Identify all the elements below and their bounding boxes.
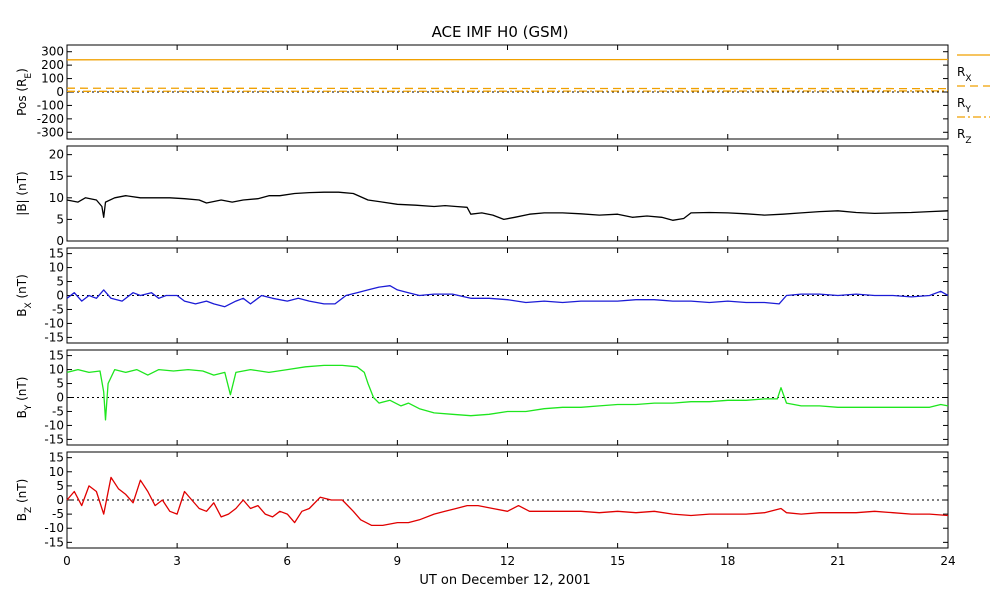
y-tick-label: -15	[44, 432, 64, 446]
y-tick-label: -10	[44, 521, 64, 535]
y-tick-label: -5	[52, 302, 64, 316]
series-line-by-0	[66, 364, 949, 421]
x-tick-label: 6	[283, 554, 291, 568]
y-tick-label: -200	[37, 112, 64, 126]
y-tick-label: 0	[56, 289, 64, 303]
panel-frame	[66, 145, 949, 242]
legend-label: RY	[957, 96, 971, 115]
y-tick-label: 15	[49, 349, 64, 363]
y-tick-label: 15	[49, 169, 64, 183]
legend-label: RZ	[957, 127, 972, 146]
y-tick-label: -5	[52, 507, 64, 521]
y-tick-label: 100	[41, 72, 64, 86]
y-axis-label: BZ (nT)	[15, 479, 34, 522]
x-tick-label: 3	[173, 554, 181, 568]
x-tick-label: 0	[63, 554, 71, 568]
x-tick-label: 24	[940, 554, 955, 568]
x-tick-label: 18	[720, 554, 735, 568]
y-axis-label: Pos (RE)	[15, 68, 34, 116]
x-tick-label: 15	[610, 554, 625, 568]
y-tick-label: -300	[37, 125, 64, 139]
y-axis-label: |B| (nT)	[15, 171, 29, 215]
y-tick-label: 0	[56, 234, 64, 248]
y-tick-label: 15	[49, 451, 64, 465]
legend-label: RX	[957, 65, 972, 84]
position-legend: RX RY RZ	[957, 54, 990, 146]
panel-btot: 20 15 10 5 0 |B| (nT)	[15, 145, 949, 248]
chart-title: ACE IMF H0 (GSM)	[432, 23, 569, 41]
series-line-bx-0	[66, 285, 949, 308]
y-tick-label: 200	[41, 58, 64, 72]
y-tick-label: 5	[56, 479, 64, 493]
y-tick-label: -5	[52, 404, 64, 418]
y-tick-label: -15	[44, 330, 64, 344]
series-line-btot-0	[66, 191, 949, 221]
y-tick-label: 5	[56, 212, 64, 226]
y-tick-label: 10	[49, 261, 64, 275]
y-tick-label: 300	[41, 45, 64, 59]
y-tick-label: 0	[56, 493, 64, 507]
y-tick-label: 20	[49, 148, 64, 162]
x-axis: 0 3 6 9 12 15 18 21 24	[63, 554, 955, 568]
y-tick-label: 5	[56, 377, 64, 391]
y-tick-label: 10	[49, 363, 64, 377]
y-axis-label: BX (nT)	[15, 274, 34, 317]
series-line-bz-0	[66, 476, 949, 527]
y-tick-label: -10	[44, 418, 64, 432]
y-axis-label: BY (nT)	[15, 377, 34, 419]
x-tick-label: 9	[394, 554, 402, 568]
y-tick-label: 10	[49, 465, 64, 479]
y-tick-label: -100	[37, 98, 64, 112]
y-tick-label: -10	[44, 316, 64, 330]
x-tick-label: 21	[830, 554, 845, 568]
x-tick-label: 12	[500, 554, 515, 568]
x-axis-label: UT on December 12, 2001	[419, 573, 590, 588]
y-tick-label: 0	[56, 85, 64, 99]
y-tick-label: 10	[49, 191, 64, 205]
y-tick-label: 5	[56, 275, 64, 289]
y-tick-label: 0	[56, 391, 64, 405]
y-tick-label: 15	[49, 247, 64, 261]
y-tick-label: -15	[44, 535, 64, 549]
